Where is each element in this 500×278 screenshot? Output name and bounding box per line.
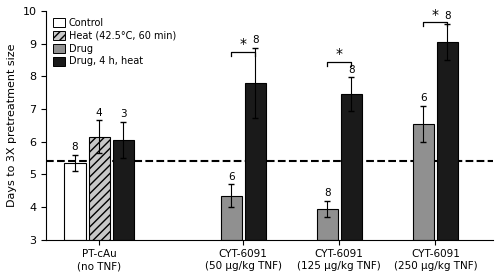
Bar	[316, 209, 338, 240]
Bar	[413, 124, 434, 240]
Text: *: *	[432, 8, 439, 22]
Text: 4: 4	[96, 108, 102, 118]
Legend: Control, Heat (42.5°C, 60 min), Drug, Drug, 4 h, heat: Control, Heat (42.5°C, 60 min), Drug, Dr…	[51, 16, 178, 68]
Bar	[437, 42, 458, 240]
Bar	[340, 94, 362, 240]
Bar	[88, 137, 110, 240]
Bar	[244, 83, 266, 240]
Bar	[112, 140, 134, 240]
Text: 6: 6	[420, 93, 426, 103]
Text: 8: 8	[348, 65, 354, 75]
Text: 8: 8	[324, 188, 330, 198]
Y-axis label: Days to 3X pretreatment size: Days to 3X pretreatment size	[7, 44, 17, 207]
Text: 8: 8	[444, 11, 450, 21]
Text: *: *	[240, 38, 246, 51]
Text: 3: 3	[120, 110, 126, 120]
Text: 6: 6	[228, 172, 234, 182]
Text: *: *	[336, 47, 343, 61]
Text: 8: 8	[252, 35, 258, 45]
Bar	[220, 196, 242, 240]
Text: 8: 8	[72, 142, 78, 152]
Bar	[64, 163, 86, 240]
